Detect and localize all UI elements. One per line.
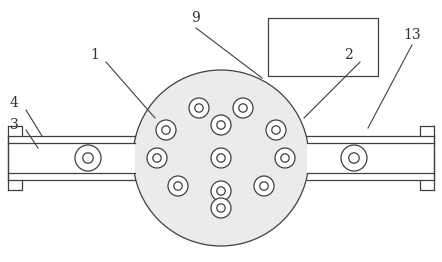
- Circle shape: [211, 148, 231, 168]
- Circle shape: [156, 120, 176, 140]
- Circle shape: [75, 145, 101, 171]
- Text: 9: 9: [192, 11, 200, 25]
- Circle shape: [275, 148, 295, 168]
- Circle shape: [341, 145, 367, 171]
- Circle shape: [189, 98, 209, 118]
- Ellipse shape: [133, 70, 309, 246]
- Bar: [268, 18, 378, 76]
- Circle shape: [211, 181, 231, 201]
- Circle shape: [211, 115, 231, 135]
- Circle shape: [254, 176, 274, 196]
- Text: 13: 13: [403, 28, 421, 42]
- Text: 2: 2: [343, 48, 352, 62]
- Bar: [307, 143, 434, 173]
- Circle shape: [211, 198, 231, 218]
- Text: 4: 4: [10, 96, 19, 110]
- Circle shape: [233, 98, 253, 118]
- Circle shape: [147, 148, 167, 168]
- Text: 1: 1: [91, 48, 99, 62]
- Circle shape: [266, 120, 286, 140]
- Bar: [8, 143, 135, 173]
- Text: 3: 3: [10, 118, 19, 132]
- Circle shape: [168, 176, 188, 196]
